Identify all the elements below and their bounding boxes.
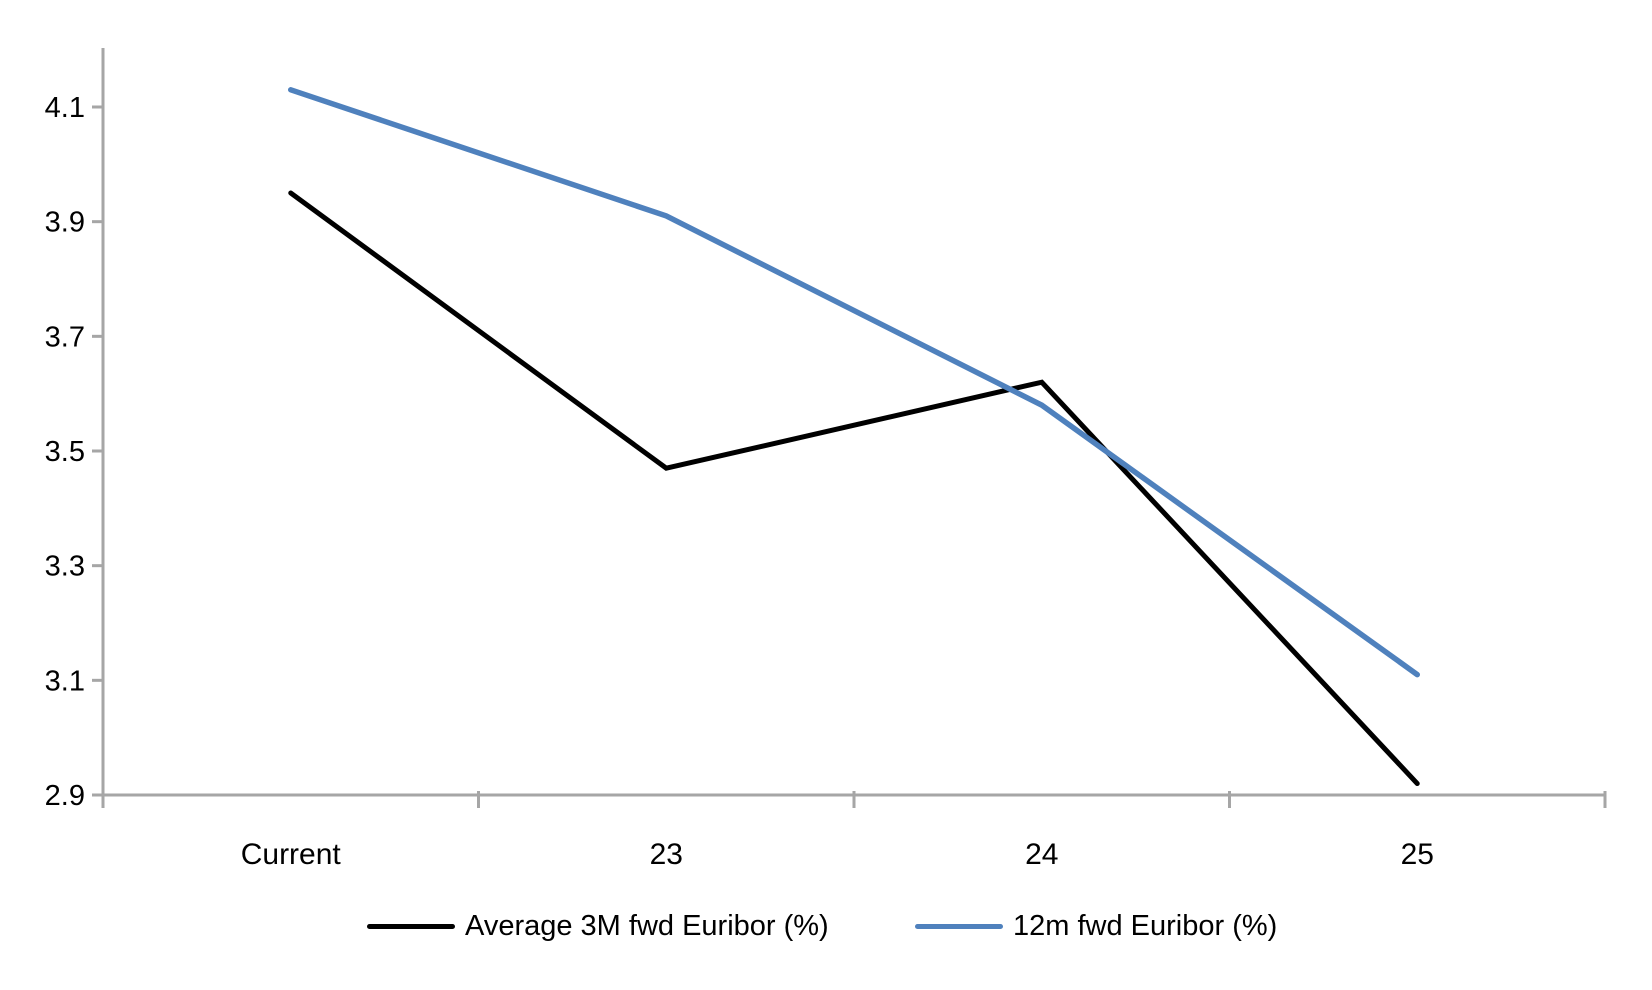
series-line-0 bbox=[288, 190, 1420, 787]
series-line-1 bbox=[288, 87, 1420, 678]
x-category-label: 24 bbox=[1025, 838, 1058, 871]
y-tick-label: 3.3 bbox=[45, 551, 85, 583]
x-category-label: 23 bbox=[650, 838, 683, 871]
y-tick-label: 4.1 bbox=[45, 92, 85, 124]
y-tick-label: 3.5 bbox=[45, 436, 85, 468]
y-tick-label: 3.1 bbox=[45, 665, 85, 697]
y-tick-label: 3.7 bbox=[45, 321, 85, 353]
y-tick-label: 3.9 bbox=[45, 207, 85, 239]
x-category-label: 25 bbox=[1401, 838, 1434, 871]
y-tick-label: 2.9 bbox=[45, 780, 85, 812]
x-category-label: Current bbox=[241, 838, 342, 871]
